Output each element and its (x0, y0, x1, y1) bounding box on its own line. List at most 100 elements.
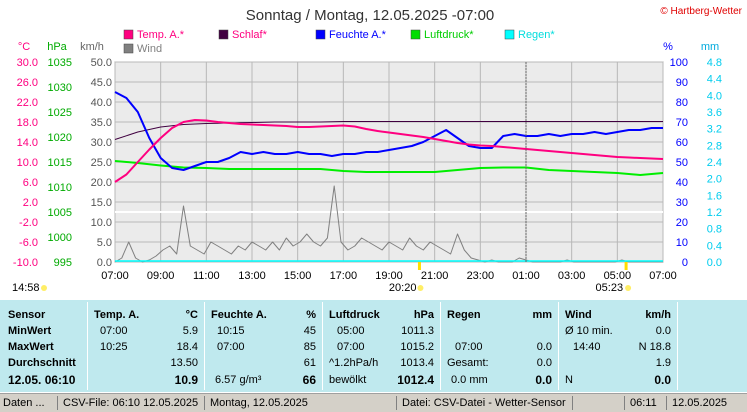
hpa-tick-label: 1010 (48, 182, 72, 194)
sun-markers: 20:20 05:23 14:58 (12, 62, 632, 294)
feuchte-avg: 61 (303, 357, 316, 369)
pct-tick-label: 60 (676, 137, 688, 149)
time-tick-label: 03:00 (558, 270, 586, 282)
pct-tick-label: 50 (676, 157, 688, 169)
temp-tick-label: 18.0 (17, 117, 38, 129)
status-date: 12.05.2025 (672, 397, 728, 409)
mm-tick-label: 0.8 (707, 224, 722, 236)
feuchte-absolute: 6.57 g/m³ (215, 374, 262, 386)
status-csv: CSV-File: 06:10 12.05.2025 (60, 396, 205, 410)
pct-tick-label: 80 (676, 97, 688, 109)
time-tick-label: 21:00 (421, 270, 449, 282)
legend-label: Schlaf* (232, 29, 268, 41)
kmh-tick-label: 40.0 (91, 97, 112, 109)
kmh-tick-label: 25.0 (91, 157, 112, 169)
moon-label: 14:58 (12, 282, 40, 294)
temp-tick-label: -2.0 (19, 217, 38, 229)
luftdruck-min-time: 05:00 (337, 325, 365, 337)
kmh-unit-label: km/h (80, 41, 104, 53)
mm-tick-label: 4.8 (707, 57, 722, 69)
kmh-tick-label: 30.0 (91, 137, 112, 149)
status-day: Montag, 12.05.2025 (207, 396, 397, 410)
temp-tick-label: 30.0 (17, 57, 38, 69)
luftdruck-avg: 1013.4 (400, 357, 434, 369)
luftdruck-unit: hPa (413, 309, 434, 321)
mm-tick-label: 3.2 (707, 124, 722, 136)
hpa-tick-label: 1025 (48, 107, 72, 119)
mm-tick-label: 0.4 (707, 240, 722, 252)
status-empty (575, 396, 625, 410)
legend-label: Temp. A.* (137, 29, 185, 41)
temp-tick-label: 14.0 (17, 137, 38, 149)
kmh-tick-label: 20.0 (91, 177, 112, 189)
time-tick-label: 15:00 (284, 270, 312, 282)
col-wind: Wind km/h Ø 10 min. 0.0 14:40 N 18.8 1.9… (559, 302, 678, 390)
hpa-tick-label: 1030 (48, 82, 72, 94)
temp-tick-label: -10.0 (13, 257, 38, 269)
copyright-label: © Hartberg-Wetter (660, 6, 742, 17)
wind-unit: km/h (645, 309, 671, 321)
pct-unit-label: % (663, 41, 673, 53)
regen-current-label: 0.0 mm (451, 374, 488, 386)
avg-row-label: Durchschnitt (8, 357, 76, 369)
chart-legend: Temp. A.* Schlaf* Feuchte A.* Luftdruck* Reg… (123, 29, 555, 55)
regen-current: 0.0 (535, 373, 552, 387)
sunrise-label: 05:23 (596, 282, 624, 294)
kmh-tick-label: 10.0 (91, 217, 112, 229)
temp-tick-label: 2.0 (23, 197, 38, 209)
mm-tick-label: 1.6 (707, 190, 722, 202)
luftdruck-sky: bewölkt (329, 374, 367, 386)
col-feuchte: Feuchte A. % 10:15 45 07:00 85 61 6.57 g… (205, 302, 323, 390)
regen-value: 0.0 (536, 341, 552, 353)
series-line-feuchtea (114, 91, 663, 171)
temp-tick-label: 6.0 (23, 177, 38, 189)
pct-tick-label: 40 (676, 177, 688, 189)
hpa-tick-label: 1020 (48, 132, 72, 144)
wind-avg: 0.0 (655, 325, 671, 337)
pct-tick-label: 20 (676, 217, 688, 229)
hpa-unit-label: hPa (47, 41, 67, 53)
regen-gesamt: 0.0 (536, 357, 552, 369)
time-tick-label: 17:00 (330, 270, 358, 282)
kmh-tick-label: 35.0 (91, 117, 112, 129)
feuchte-min: 45 (303, 325, 316, 337)
temp-unit-label: °C (18, 41, 30, 53)
temp-unit: °C (185, 309, 198, 321)
mm-tick-label: 2.4 (707, 157, 722, 169)
status-bar: Daten ... CSV-File: 06:10 12.05.2025 Mon… (0, 393, 747, 412)
legend-label: Luftdruck* (424, 29, 474, 41)
wind-max: N 18.8 (638, 341, 671, 353)
legend-swatch (315, 29, 326, 40)
series-lines (114, 91, 664, 263)
luftdruck-current: 1012.4 (397, 373, 434, 387)
temp-min: 5.9 (182, 325, 198, 337)
legend-swatch (218, 29, 229, 40)
kmh-tick-label: 15.0 (91, 197, 112, 209)
sunset-icon (417, 285, 424, 291)
current-timestamp: 12.05. 06:10 (8, 373, 76, 387)
mm-tick-label: 4.0 (707, 90, 722, 102)
legend-swatch (410, 29, 421, 40)
pct-tick-label: 100 (670, 57, 688, 69)
mm-tick-label: 2.8 (707, 140, 722, 152)
feuchte-header: Feuchte A. (211, 309, 267, 321)
temp-max: 18.4 (176, 341, 198, 353)
time-tick-label: 07:00 (649, 270, 677, 282)
feuchte-max: 85 (303, 341, 316, 353)
luftdruck-header: Luftdruck (329, 309, 380, 321)
sunset-label: 20:20 (389, 282, 417, 294)
kmh-tick-label: 45.0 (91, 77, 112, 89)
time-tick-label: 05:00 (604, 270, 632, 282)
temp-min-time: 07:00 (100, 325, 128, 337)
col-temp: Temp. A. °C 07:00 5.9 10:25 18.4 13.50 1… (88, 302, 205, 390)
hpa-tick-label: 1015 (48, 157, 72, 169)
wind-direction: N (565, 374, 573, 386)
legend-label: Feuchte A.* (329, 29, 387, 41)
regen-time: 07:00 (455, 341, 483, 353)
max-row-label: MaxWert (8, 341, 54, 353)
temp-tick-label: -6.0 (19, 237, 38, 249)
time-tick-label: 23:00 (467, 270, 495, 282)
temp-tick-label: 10.0 (17, 157, 38, 169)
status-data[interactable]: Daten ... (0, 396, 58, 410)
kmh-tick-label: 5.0 (97, 237, 112, 249)
